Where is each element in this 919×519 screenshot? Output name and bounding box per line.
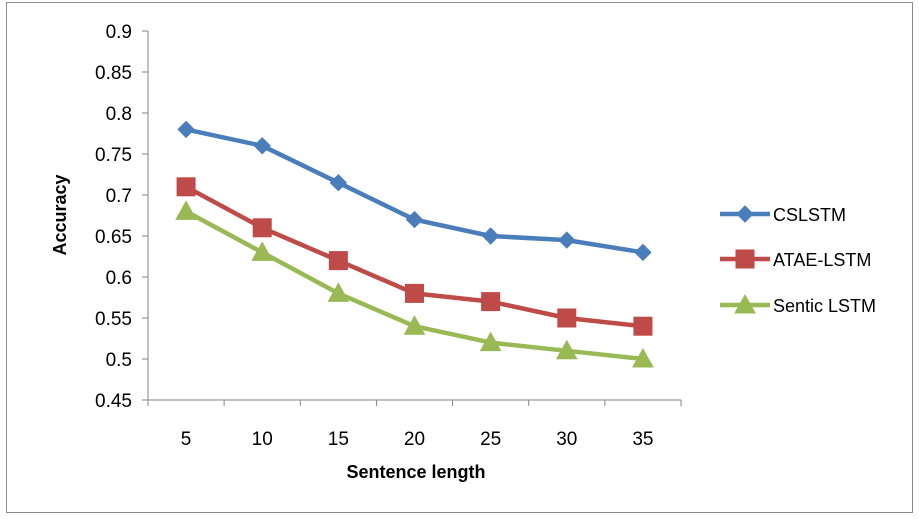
data-point (405, 210, 424, 229)
x-tick-labels: 5 10 15 20 25 30 35 (181, 429, 654, 450)
legend-item: ATAE-LSTM (720, 249, 871, 270)
x-tick-label: 35 (632, 429, 653, 450)
data-point (329, 173, 348, 192)
legend-label: ATAE-LSTM (773, 250, 871, 270)
data-point (555, 339, 578, 360)
y-tick-label: 0.65 (95, 227, 132, 248)
data-point (481, 292, 501, 312)
legend-label: CSLSTM (773, 205, 846, 225)
series-atae-lstm (176, 177, 653, 336)
data-point (633, 316, 653, 336)
data-point (176, 177, 196, 197)
series-sentic-lstm (175, 200, 654, 368)
data-point (177, 120, 195, 139)
y-tick-label: 0.8 (106, 104, 132, 125)
y-tick-label: 0.5 (106, 350, 132, 371)
x-tick-label: 30 (556, 429, 577, 450)
legend: CSLSTM ATAE-LSTM Sentic LSTM (720, 205, 876, 316)
legend-marker (736, 205, 754, 223)
x-tick-label: 15 (328, 429, 349, 450)
y-tick-label: 0.7 (106, 186, 132, 207)
data-point (327, 282, 350, 302)
series-cslstm (177, 120, 652, 262)
data-point (479, 331, 502, 352)
legend-marker (735, 249, 755, 269)
y-tick-label: 0.75 (95, 145, 132, 166)
data-point (175, 200, 197, 220)
x-axis-title: Sentence length (346, 462, 485, 482)
y-axis-title: Accuracy (50, 174, 70, 255)
data-point (634, 243, 652, 262)
data-point (558, 231, 576, 249)
y-tick-label: 0.6 (106, 268, 132, 289)
y-tick-label: 0.85 (95, 63, 132, 84)
axes (142, 30, 682, 406)
y-tick-label: 0.55 (95, 309, 132, 330)
x-tick-label: 5 (181, 429, 192, 450)
x-tick-label: 25 (480, 429, 501, 450)
data-point (252, 218, 272, 238)
legend-marker (734, 293, 756, 314)
legend-item: Sentic LSTM (720, 293, 876, 316)
y-tick-label: 0.45 (95, 391, 132, 412)
legend-label: Sentic LSTM (773, 296, 876, 316)
y-tick-label: 0.9 (106, 22, 132, 43)
y-tick-labels: 0.45 0.5 0.55 0.6 0.65 0.7 0.75 0.8 0.85 0.9 (95, 22, 132, 412)
data-point (251, 241, 274, 261)
data-point (557, 308, 577, 328)
data-point (328, 251, 348, 271)
series-layer (175, 120, 654, 368)
legend-item: CSLSTM (720, 205, 846, 225)
data-point (253, 137, 271, 155)
data-point (403, 315, 426, 335)
x-tick-label: 10 (252, 429, 273, 450)
x-tick-label: 20 (404, 429, 425, 450)
data-point (481, 227, 500, 245)
data-point (632, 347, 654, 368)
data-point (405, 283, 424, 303)
